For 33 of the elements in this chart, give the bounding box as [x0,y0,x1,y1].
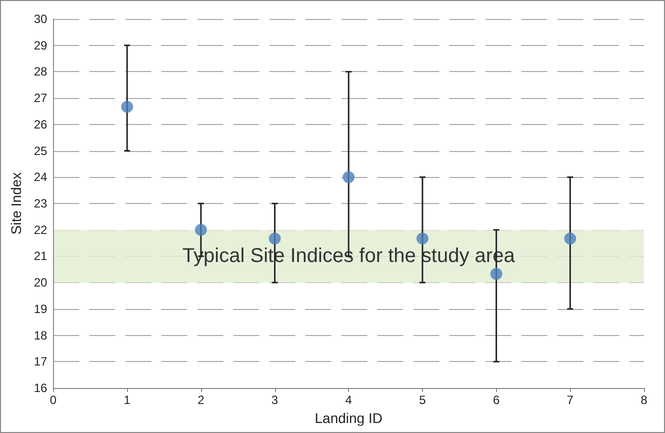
x-tick-label: 1 [124,393,131,407]
point [490,268,502,280]
x-tick-label: 6 [492,393,500,407]
point [121,100,134,113]
point [564,232,576,245]
y-axis-title: Site Index [8,172,24,235]
y-tick-label: 19 [34,302,48,316]
y-tick-label: 28 [34,64,48,79]
y-tick-label: 26 [34,117,48,132]
x-tick-label: 5 [419,393,426,407]
x-tick-label: 8 [640,393,648,407]
y-tick-label: 18 [34,328,48,342]
x-tick-label: 3 [271,393,278,407]
x-tick-label: 2 [198,393,205,407]
point [342,171,355,184]
x-tick-label: 0 [50,393,57,407]
y-tick-label: 23 [34,196,48,210]
y-tick-label: 27 [34,91,48,106]
x-axis-title: Landing ID [314,410,382,426]
y-tick-label: 17 [34,354,48,369]
point [416,232,428,245]
y-tick-label: 29 [34,38,48,52]
point [194,224,207,236]
y-tick-label: 20 [34,276,48,290]
x-tick-label: 4 [345,393,352,407]
y-tick-label: 30 [34,12,48,26]
y-tick-label: 24 [34,170,48,184]
x-tick-label: 7 [566,393,574,407]
y-tick-label: 25 [34,144,48,158]
y-tick-label: 21 [34,249,48,264]
y-tick-label: 16 [34,381,48,395]
point [268,232,281,245]
y-tick-label: 22 [34,222,48,237]
